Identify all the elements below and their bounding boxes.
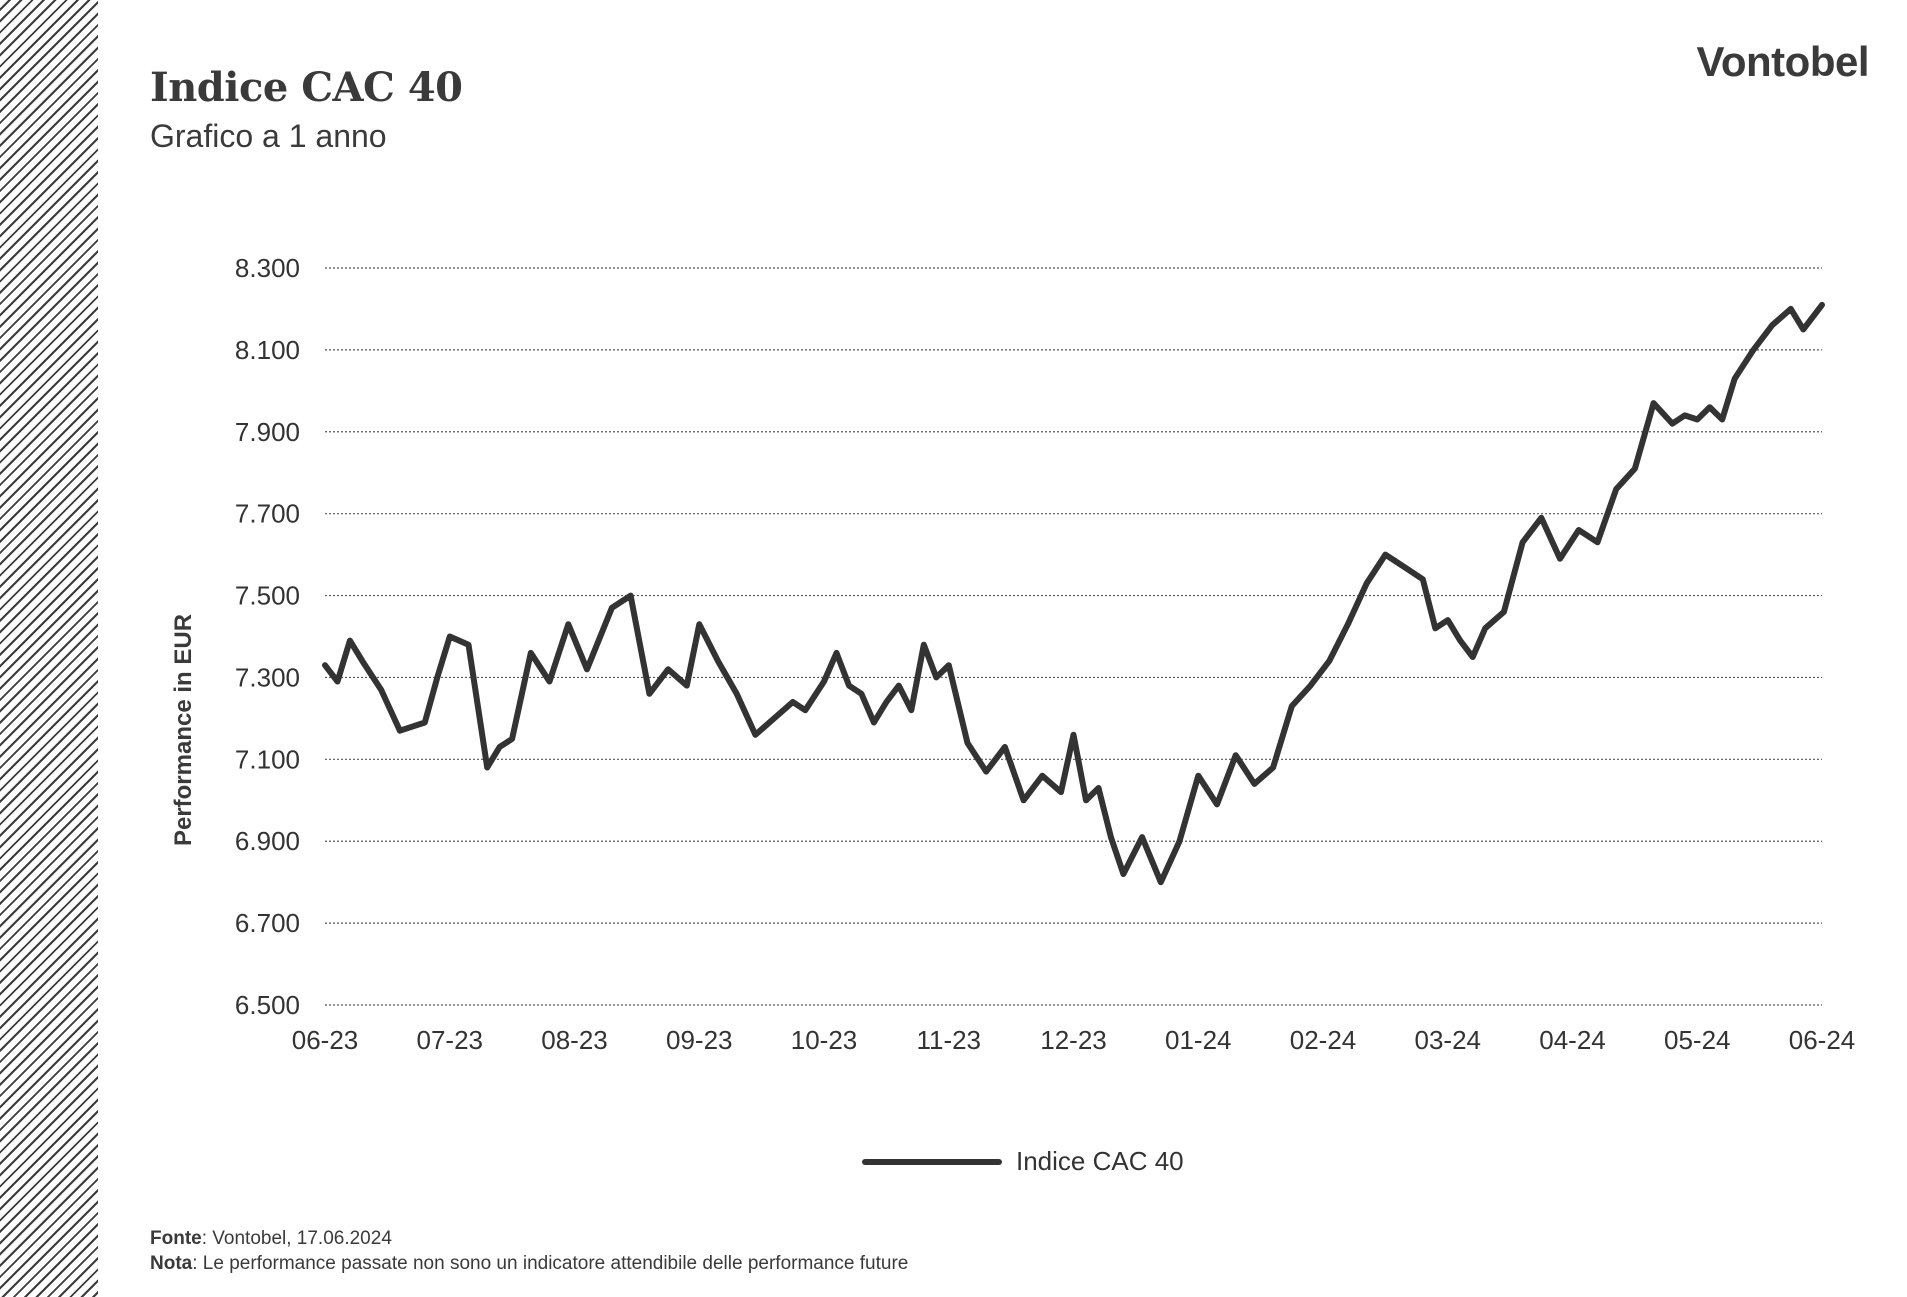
y-tick-label: 7.700	[235, 499, 300, 529]
y-tick-label: 7.100	[235, 744, 300, 774]
source-line: Fonte: Vontobel, 17.06.2024	[150, 1226, 908, 1251]
x-tick-label: 02-24	[1290, 1025, 1357, 1055]
x-tick-label: 01-24	[1165, 1025, 1232, 1055]
y-tick-label: 8.300	[235, 253, 300, 283]
brand-logo: Vontobel	[1696, 38, 1869, 85]
y-tick-label: 7.300	[235, 662, 300, 692]
series-line-cac40	[322, 301, 1825, 886]
source-label: Fonte	[150, 1228, 202, 1249]
y-tick-label: 7.900	[235, 417, 300, 447]
x-tick-label: 05-24	[1664, 1025, 1731, 1055]
x-tick-label: 09-23	[666, 1025, 733, 1055]
x-tick-label: 08-23	[541, 1025, 608, 1055]
decorative-hatch-strip	[0, 0, 98, 1297]
y-tick-label: 6.900	[235, 826, 300, 856]
y-tick-label: 8.100	[235, 335, 300, 365]
note-line: Nota: Le performance passate non sono un…	[150, 1251, 908, 1276]
note-label: Nota	[150, 1253, 193, 1274]
source-text: : Vontobel, 17.06.2024	[201, 1228, 392, 1249]
legend: Indice CAC 40	[862, 1146, 1184, 1177]
y-tick-label: 6.700	[235, 908, 300, 938]
x-tick-label: 06-24	[1789, 1025, 1856, 1055]
x-tick-label: 06-23	[292, 1025, 359, 1055]
x-tick-label: 03-24	[1415, 1025, 1482, 1055]
legend-line-swatch	[862, 1158, 1002, 1165]
y-tick-label: 7.500	[235, 581, 300, 611]
y-tick-label: 6.500	[235, 990, 300, 1020]
x-tick-label: 11-23	[916, 1025, 981, 1055]
x-tick-label: 07-23	[417, 1025, 484, 1055]
x-tick-label: 10-23	[791, 1025, 858, 1055]
note-text: : Le performance passate non sono un ind…	[192, 1253, 909, 1274]
footer: Fonte: Vontobel, 17.06.2024 Nota: Le per…	[150, 1226, 908, 1276]
x-tick-label: 04-24	[1539, 1025, 1606, 1055]
x-tick-label: 12-23	[1040, 1025, 1107, 1055]
chart-subtitle: Grafico a 1 anno	[150, 118, 387, 154]
legend-label: Indice CAC 40	[1016, 1146, 1184, 1176]
chart-title: Indice CAC 40	[150, 64, 463, 111]
